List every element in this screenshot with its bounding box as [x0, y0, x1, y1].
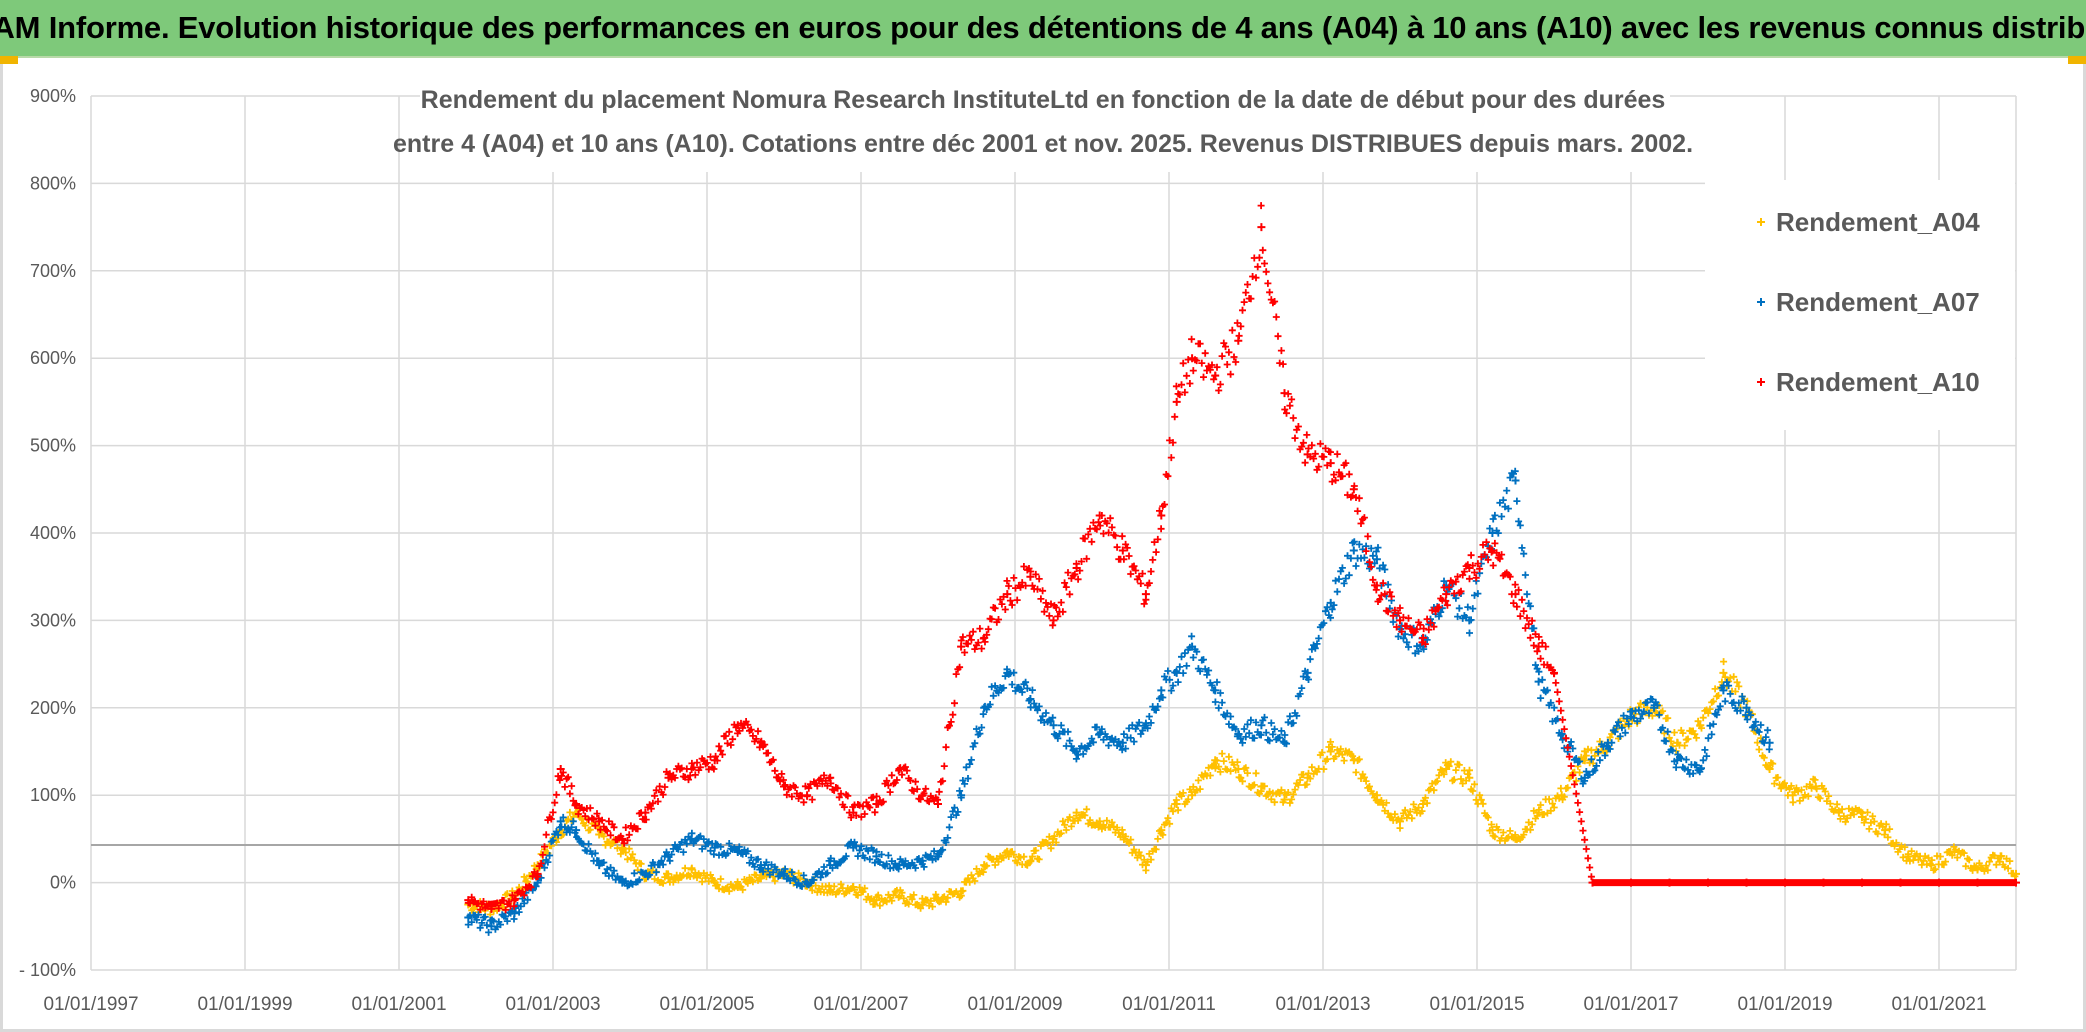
- banner-accent-right: [2068, 56, 2086, 64]
- data-point: [1257, 721, 1266, 730]
- x-tick-label: 01/01/2019: [1737, 994, 1832, 1015]
- title-background: [420, 80, 1670, 172]
- x-tick-label: 01/01/2015: [1429, 994, 1524, 1015]
- legend-marker: [1757, 298, 1765, 306]
- chart-title-line-2: entre 4 (A04) et 10 ans (A10). Cotations…: [393, 130, 1693, 158]
- legend-marker: [1757, 378, 1765, 386]
- data-point: [1534, 677, 1543, 686]
- x-tick-label: 01/01/2011: [1122, 994, 1216, 1015]
- y-tick-label: 700%: [30, 261, 76, 281]
- data-point: [1172, 397, 1181, 406]
- data-point: [1511, 476, 1520, 485]
- y-axis: - 100% 0% 100% 200% 300% 400% 500% 600% 700% 800%…: [19, 86, 76, 980]
- data-point: [1157, 686, 1166, 695]
- series-cloud: [464, 467, 1773, 936]
- data-point: [1049, 721, 1058, 730]
- series-rendement_a10: [464, 202, 2020, 914]
- x-tick-label: 01/01/2017: [1583, 994, 1678, 1015]
- data-point: [1349, 546, 1358, 555]
- series-rendement_a07: [464, 467, 1774, 936]
- y-tick-label: 500%: [30, 436, 76, 456]
- banner-title: ADAM Informe. Evolution historique des p…: [0, 10, 2086, 45]
- data-point: [1442, 590, 1451, 599]
- x-tick-label: 01/01/1997: [43, 994, 138, 1015]
- y-tick-label: - 100%: [19, 960, 76, 980]
- y-tick-label: 900%: [30, 86, 76, 106]
- data-point: [1534, 642, 1543, 651]
- x-tick-label: 01/01/2013: [1275, 994, 1370, 1015]
- banner-accent-left: [0, 56, 18, 64]
- data-point: [780, 782, 788, 791]
- data-point: [1118, 546, 1127, 555]
- data-point: [1118, 738, 1127, 747]
- y-tick-label: 400%: [30, 523, 76, 543]
- y-tick-label: 300%: [30, 610, 76, 630]
- legend-background: [1705, 180, 2015, 430]
- report-banner: ADAM Informe. Evolution historique des p…: [0, 0, 2086, 58]
- x-tick-label: 01/01/1999: [197, 994, 292, 1015]
- y-tick-label: 100%: [30, 785, 76, 805]
- y-tick-label: 800%: [30, 173, 76, 193]
- data-point: [1326, 747, 1335, 756]
- legend-label: Rendement_A10: [1776, 367, 1980, 397]
- series-rendement_a04: [464, 658, 2020, 918]
- chart-title-line-1: Rendement du placement Nomura Research I…: [421, 86, 1666, 114]
- legend-marker: [1757, 218, 1765, 226]
- data-point: [1719, 668, 1728, 677]
- data-point: [1419, 633, 1428, 642]
- x-tick-label: 01/01/2021: [1891, 994, 1986, 1015]
- y-tick-label: 200%: [30, 698, 76, 718]
- data-point: [1257, 223, 1266, 232]
- x-tick-label: 01/01/2009: [967, 994, 1062, 1015]
- y-tick-label: 0%: [50, 873, 76, 893]
- legend: Rendement_A04 Rendement_A07 Rendement_A10: [1705, 180, 2015, 430]
- data-points: [464, 202, 2020, 936]
- data-point: [1372, 555, 1381, 564]
- x-tick-label: 01/01/2001: [351, 994, 446, 1015]
- legend-label: Rendement_A07: [1776, 287, 1980, 317]
- x-tick-label: 01/01/2003: [505, 994, 600, 1015]
- x-tick-label: 01/01/2007: [813, 994, 908, 1015]
- data-point: [1026, 695, 1035, 704]
- data-point: [1742, 703, 1751, 712]
- x-tick-label: 01/01/2005: [659, 994, 754, 1015]
- y-tick-label: 600%: [30, 348, 76, 368]
- data-point: [1003, 590, 1012, 599]
- x-axis: 01/01/1997 01/01/1999 01/01/2001 01/01/2003…: [43, 994, 1986, 1015]
- data-point: [1157, 511, 1166, 520]
- legend-label: Rendement_A04: [1776, 207, 1980, 237]
- series-cloud: [464, 202, 2019, 914]
